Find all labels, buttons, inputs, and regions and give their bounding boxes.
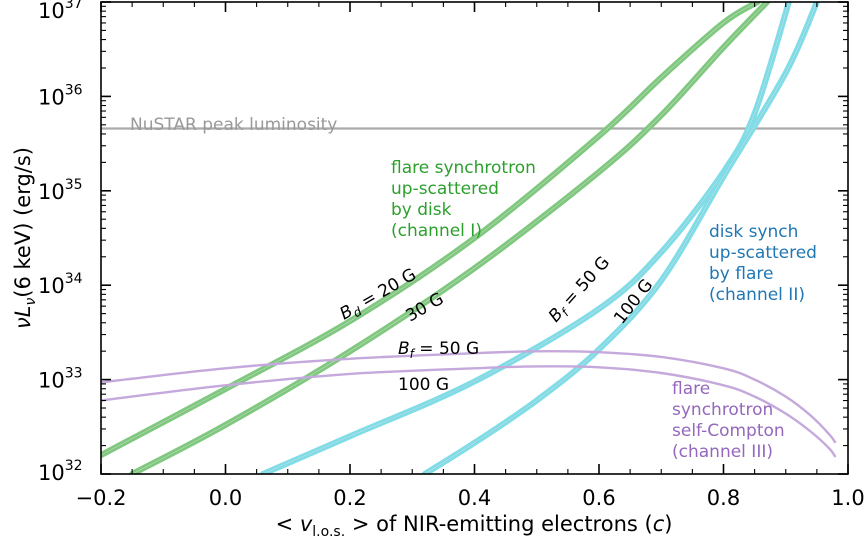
series-4-line [101,350,837,444]
svg-text:(channel I): (channel I) [391,221,482,241]
x-tick-label: 0.8 [707,486,740,510]
y-axis-label: νLν(6 keV) (erg/s) [11,147,39,329]
x-axis-ticks: −0.2 0.0 0.2 0.4 0.6 0.8 1.0 [76,2,865,510]
plot-curves [101,2,848,474]
svg-text:synchrotron: synchrotron [672,400,773,420]
series-3-core [424,2,818,474]
svg-text:(channel II): (channel II) [709,285,805,305]
series-0-core [101,2,758,456]
nustar-label: NuSTAR peak luminosity [130,115,337,135]
channel1-label: flare synchrotron up-scattered by disk (… [391,158,536,241]
channel3-label: flare synchrotron self-Compton (channel … [672,379,785,462]
y-tick-label: 1035 [38,177,83,204]
x-tick-label: 0.0 [209,486,242,510]
y-tick-label: 1037 [38,0,83,23]
svg-text:up-scattered: up-scattered [391,179,499,199]
svg-text:by disk: by disk [391,200,452,220]
svg-text:disk synch: disk synch [709,222,798,242]
bf50-c2-label: Bf = 50 G [545,253,616,328]
svg-text:by flare: by flare [709,264,773,284]
x-tick-label: 0.6 [582,486,615,510]
x-tick-label: 0.4 [458,486,491,510]
series-5-line [101,365,837,458]
series-1-core [131,2,768,474]
svg-text:up-scattered: up-scattered [709,243,817,263]
y-tick-label: 1034 [38,271,83,298]
x-tick-label: −0.2 [76,486,127,510]
y-axis-ticks: 1032 1033 1034 1035 1036 1037 [38,0,848,485]
svg-text:flare synchrotron: flare synchrotron [391,158,536,178]
y-tick-label: 1033 [38,366,83,393]
svg-text:flare: flare [672,379,710,399]
svg-text:self-Compton: self-Compton [672,421,785,441]
x-tick-label: 0.2 [333,486,366,510]
channel2-label: disk synch up-scattered by flare (channe… [709,222,817,305]
y-tick-label: 1036 [38,82,83,109]
bf100-c3-label: 100 G [398,375,449,395]
x-tick-label: 1.0 [831,486,864,510]
y-tick-label: 1032 [38,458,83,485]
x-axis-label: < vl.o.s. > of NIR-emitting electrons (c… [276,512,673,539]
svg-text:(channel III): (channel III) [672,442,773,462]
bf50-c3-label: Bf = 50 G [398,339,479,361]
series-2-core [262,2,790,474]
